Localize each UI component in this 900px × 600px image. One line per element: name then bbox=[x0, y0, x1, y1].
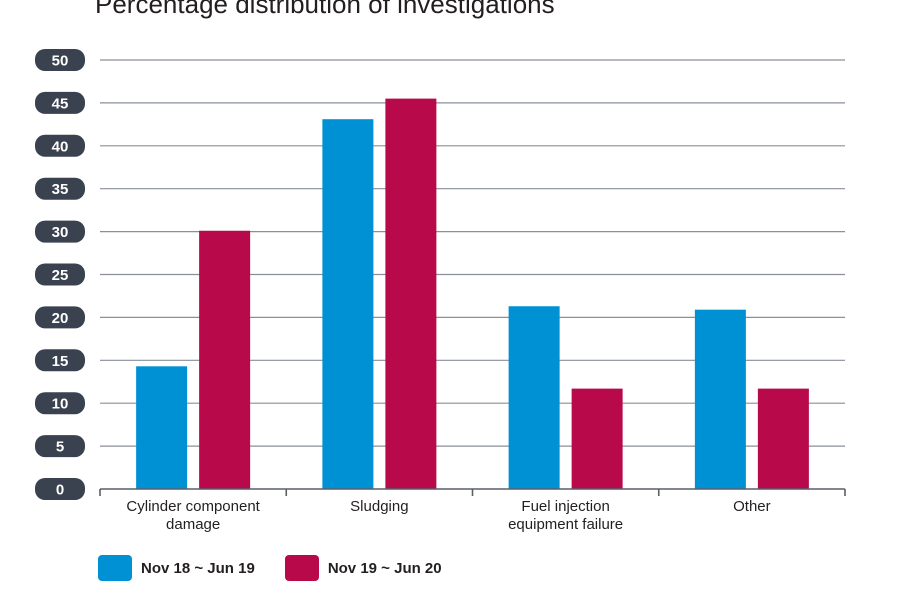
y-tick-badge bbox=[35, 177, 85, 200]
x-tick-label: Cylinder component bbox=[126, 498, 260, 515]
x-tick-label: equipment failure bbox=[508, 516, 623, 533]
x-tick-label: Fuel injection bbox=[521, 498, 609, 515]
y-tick-label: 0 bbox=[56, 482, 64, 499]
y-tick-badge bbox=[35, 134, 85, 157]
x-tick-label: Sludging bbox=[350, 498, 408, 515]
y-tick-label: 30 bbox=[52, 224, 69, 241]
legend-swatch-series-1 bbox=[98, 555, 132, 581]
bar-series-2 bbox=[571, 388, 623, 489]
y-tick-label: 45 bbox=[52, 95, 69, 112]
legend-label-series-1: Nov 18 ~ Jun 19 bbox=[141, 559, 255, 577]
y-axis-ticks: 0 5 10 15 20 25 30 35 40 45 50 bbox=[35, 49, 85, 500]
y-tick-badge bbox=[35, 435, 85, 458]
bar-series-1 bbox=[508, 306, 560, 489]
chart-title: Percentage distribution of investigation… bbox=[95, 0, 555, 19]
y-tick-badge bbox=[35, 392, 85, 415]
y-tick-badge bbox=[35, 91, 85, 114]
y-tick-badge bbox=[35, 220, 85, 243]
y-tick-badge bbox=[35, 306, 85, 329]
bar-series-1 bbox=[694, 309, 746, 489]
bar-series-2 bbox=[385, 98, 437, 490]
x-axis bbox=[99, 488, 846, 496]
y-tick-label: 40 bbox=[52, 138, 69, 155]
bars bbox=[136, 98, 809, 490]
bar-series-1 bbox=[322, 119, 374, 490]
legend-item-series-2: Nov 19 ~ Jun 20 bbox=[284, 555, 442, 581]
y-tick-label: 35 bbox=[52, 181, 69, 198]
bar-series-2 bbox=[199, 230, 251, 489]
y-tick-badge bbox=[35, 478, 85, 500]
y-tick-label: 20 bbox=[52, 310, 69, 327]
y-tick-label: 10 bbox=[52, 396, 69, 413]
bar-series-1 bbox=[136, 366, 188, 489]
y-tick-badge bbox=[35, 349, 85, 372]
legend: Nov 18 ~ Jun 19 Nov 19 ~ Jun 20 bbox=[98, 555, 442, 581]
legend-item-series-1: Nov 18 ~ Jun 19 bbox=[98, 555, 255, 581]
y-tick-label: 25 bbox=[52, 267, 69, 284]
y-tick-label: 50 bbox=[52, 53, 69, 70]
legend-swatch-series-2 bbox=[284, 555, 319, 581]
y-tick-badge bbox=[35, 49, 85, 71]
y-tick-label: 5 bbox=[56, 439, 64, 456]
bar-series-2 bbox=[757, 388, 809, 489]
legend-label-series-2: Nov 19 ~ Jun 20 bbox=[327, 559, 442, 577]
y-tick-badge bbox=[35, 263, 85, 286]
x-tick-label: damage bbox=[166, 516, 220, 533]
x-tick-label: Other bbox=[733, 498, 771, 515]
y-tick-label: 15 bbox=[52, 353, 69, 370]
